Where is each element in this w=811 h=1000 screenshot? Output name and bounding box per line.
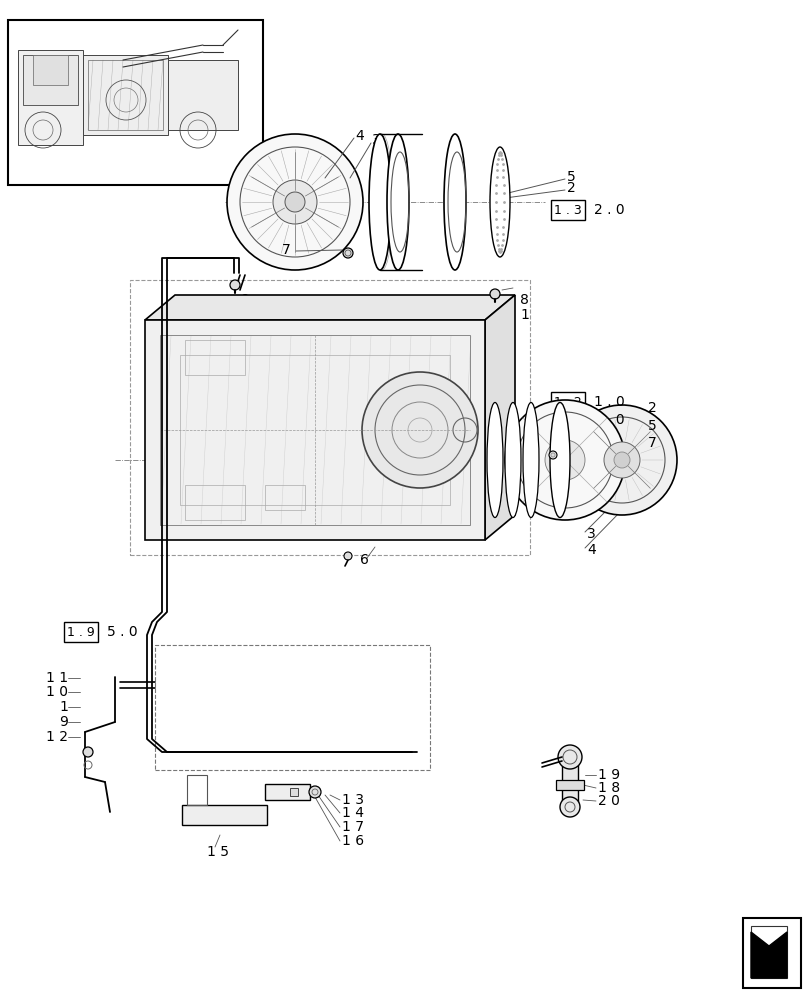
Bar: [180, 355, 449, 505]
Circle shape: [557, 745, 581, 769]
Text: 1 5: 1 5: [207, 845, 229, 859]
Bar: [145, 320, 484, 540]
Circle shape: [344, 552, 351, 560]
Text: 8: 8: [519, 293, 528, 307]
Text: 1 0: 1 0: [46, 685, 68, 699]
Circle shape: [560, 797, 579, 817]
Text: 1 . 9: 1 . 9: [67, 626, 95, 638]
Bar: [182, 805, 267, 825]
Bar: [185, 485, 245, 520]
Text: 1 . 3: 1 . 3: [553, 204, 581, 217]
Text: 2 0: 2 0: [597, 794, 619, 808]
Text: 1 4: 1 4: [341, 806, 363, 820]
Polygon shape: [484, 295, 514, 540]
Ellipse shape: [549, 402, 569, 518]
Bar: [33, 55, 68, 85]
Circle shape: [230, 280, 240, 290]
Text: 1 2: 1 2: [46, 730, 68, 744]
Ellipse shape: [368, 134, 391, 270]
Text: 2: 2: [647, 401, 656, 415]
Text: 1 8: 1 8: [597, 781, 620, 795]
Bar: [556, 780, 583, 790]
Circle shape: [504, 400, 624, 520]
Circle shape: [285, 192, 305, 212]
Bar: [264, 784, 310, 800]
Bar: [23, 55, 78, 105]
Bar: [160, 335, 470, 525]
Text: 4: 4: [586, 543, 595, 557]
Polygon shape: [145, 295, 514, 320]
Circle shape: [603, 442, 639, 478]
Circle shape: [362, 372, 478, 488]
Circle shape: [544, 440, 584, 480]
Bar: [187, 775, 207, 805]
Text: 1: 1: [59, 700, 68, 714]
Text: 9: 9: [240, 293, 248, 307]
Circle shape: [613, 452, 629, 468]
Text: 1 1: 1 1: [45, 671, 68, 685]
Circle shape: [272, 180, 316, 224]
Text: 4: 4: [354, 129, 363, 143]
Circle shape: [227, 134, 363, 270]
Circle shape: [566, 405, 676, 515]
Bar: [561, 763, 577, 807]
Text: 1 0: 1 0: [264, 295, 285, 309]
Bar: [8, 20, 263, 185]
Text: 5: 5: [647, 419, 656, 433]
Bar: [155, 645, 430, 770]
Text: 1 6: 1 6: [341, 834, 363, 848]
Circle shape: [83, 747, 93, 757]
Text: 3: 3: [371, 133, 380, 147]
Text: 7: 7: [647, 436, 656, 450]
Text: 2 . 0: 2 . 0: [594, 203, 624, 217]
Bar: [168, 60, 238, 130]
Text: 3: 3: [586, 527, 595, 541]
Ellipse shape: [387, 134, 409, 270]
Circle shape: [489, 289, 500, 299]
Text: 1 . 2: 1 . 2: [553, 395, 581, 408]
Bar: [742, 918, 800, 988]
Ellipse shape: [371, 134, 393, 270]
Bar: [18, 50, 83, 145]
Bar: [264, 485, 305, 510]
Bar: [83, 55, 168, 135]
Text: 1 7: 1 7: [341, 820, 363, 834]
Text: 1 . 0: 1 . 0: [594, 395, 624, 409]
Text: 5 . 0: 5 . 0: [107, 625, 137, 639]
Text: 1: 1: [519, 308, 528, 322]
Bar: [185, 340, 245, 375]
Bar: [88, 60, 163, 130]
Ellipse shape: [444, 134, 466, 270]
Text: 1 . 3: 1 . 3: [553, 414, 581, 426]
Bar: [290, 788, 298, 796]
Bar: [130, 280, 530, 555]
Text: 5: 5: [566, 170, 575, 184]
Text: 1 3: 1 3: [341, 793, 363, 807]
Circle shape: [342, 248, 353, 258]
Text: 9: 9: [59, 715, 68, 729]
Circle shape: [548, 451, 556, 459]
Bar: [750, 926, 786, 978]
Ellipse shape: [487, 402, 502, 518]
Polygon shape: [750, 932, 786, 978]
Text: 2 . 0: 2 . 0: [594, 413, 624, 427]
Circle shape: [309, 786, 320, 798]
Text: 7: 7: [281, 243, 290, 257]
Ellipse shape: [489, 147, 509, 257]
Ellipse shape: [504, 402, 521, 518]
Text: 6: 6: [359, 553, 368, 567]
Text: 2: 2: [566, 181, 575, 195]
Text: 1 9: 1 9: [597, 768, 620, 782]
Ellipse shape: [522, 402, 539, 518]
